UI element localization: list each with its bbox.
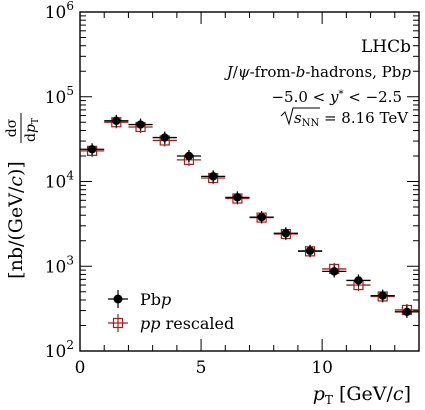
- data-point: [225, 191, 250, 204]
- x-tick-label: 5: [196, 358, 207, 378]
- data-point: [322, 265, 347, 278]
- energy-label: sNN = 8.16 TeV: [280, 107, 409, 129]
- y-tick-label: 103: [45, 253, 74, 277]
- legend: Pbp pp rescaled: [108, 290, 234, 333]
- marker-filled-circle: [136, 120, 145, 129]
- data-point: [80, 143, 105, 156]
- marker-filled-circle: [330, 267, 339, 276]
- rapidity-range: −5.0 < y* < −2.5: [271, 88, 402, 106]
- y-tick-label: 105: [45, 84, 74, 108]
- y-axis-label: [nb/(GeV/c)]: [5, 161, 27, 279]
- annotations: LHCb J/ψ-from-b-hadrons, Pbp −5.0 < y* <…: [224, 37, 412, 129]
- data-point: [128, 118, 153, 131]
- data-point: [201, 170, 226, 183]
- process-label: J/ψ-from-b-hadrons, Pbp: [224, 63, 412, 81]
- y-tick-label: 102: [45, 338, 74, 362]
- x-axis-label: pT [GeV/c]: [313, 383, 411, 407]
- x-tick-label: 10: [311, 358, 333, 378]
- marker-filled-circle: [402, 307, 412, 317]
- experiment-label: LHCb: [361, 37, 411, 57]
- y-axis-label-fraction: dσ dpT: [4, 113, 41, 143]
- marker-filled-circle: [87, 145, 97, 154]
- marker-filled-circle: [257, 212, 266, 222]
- data-point: [273, 227, 298, 240]
- y-tick-label: 104: [45, 169, 75, 193]
- svg-text:dσ: dσ: [4, 118, 20, 137]
- y-tick-label: 106: [45, 0, 74, 23]
- marker-filled-circle: [305, 246, 315, 256]
- data-series: [80, 114, 419, 318]
- series-pbp: [80, 114, 419, 318]
- legend-entry-pbp: Pbp: [108, 290, 171, 309]
- svg-text:dpT: dpT: [23, 118, 41, 142]
- data-point: [297, 244, 323, 257]
- axis-ticks: [79, 11, 420, 352]
- marker-filled-circle: [112, 116, 121, 126]
- marker-filled-circle: [354, 276, 363, 285]
- marker-filled-circle: [233, 193, 242, 202]
- series-pp-rescaled: [80, 116, 419, 316]
- data-point: [104, 114, 129, 127]
- legend-marker-filled-circle: [113, 294, 123, 304]
- svg-text:pT [GeV/c]: pT [GeV/c]: [313, 383, 411, 407]
- marker-filled-circle: [184, 151, 194, 161]
- data-point: [152, 131, 177, 144]
- data-point: [176, 149, 202, 162]
- svg-text:sNN = 8.16 TeV: sNN = 8.16 TeV: [294, 109, 409, 129]
- x-tick-label: 0: [75, 358, 86, 378]
- svg-text:[nb/(GeV/c)]: [nb/(GeV/c)]: [5, 161, 27, 279]
- marker-filled-circle: [281, 229, 291, 238]
- svg-text:Pbp: Pbp: [140, 290, 171, 309]
- marker-filled-circle: [208, 172, 218, 181]
- legend-entry-pp: pp rescaled: [108, 314, 234, 333]
- svg-text:pp rescaled: pp rescaled: [140, 314, 234, 333]
- data-point: [249, 211, 274, 224]
- y-tick-labels: 102 103 104 105 106: [45, 0, 75, 362]
- x-tick-labels: 0 5 10: [75, 358, 333, 378]
- marker-filled-circle: [160, 133, 169, 142]
- marker-filled-circle: [378, 291, 387, 300]
- data-point: [394, 305, 419, 318]
- data-point: [346, 274, 371, 287]
- data-point: [370, 289, 395, 302]
